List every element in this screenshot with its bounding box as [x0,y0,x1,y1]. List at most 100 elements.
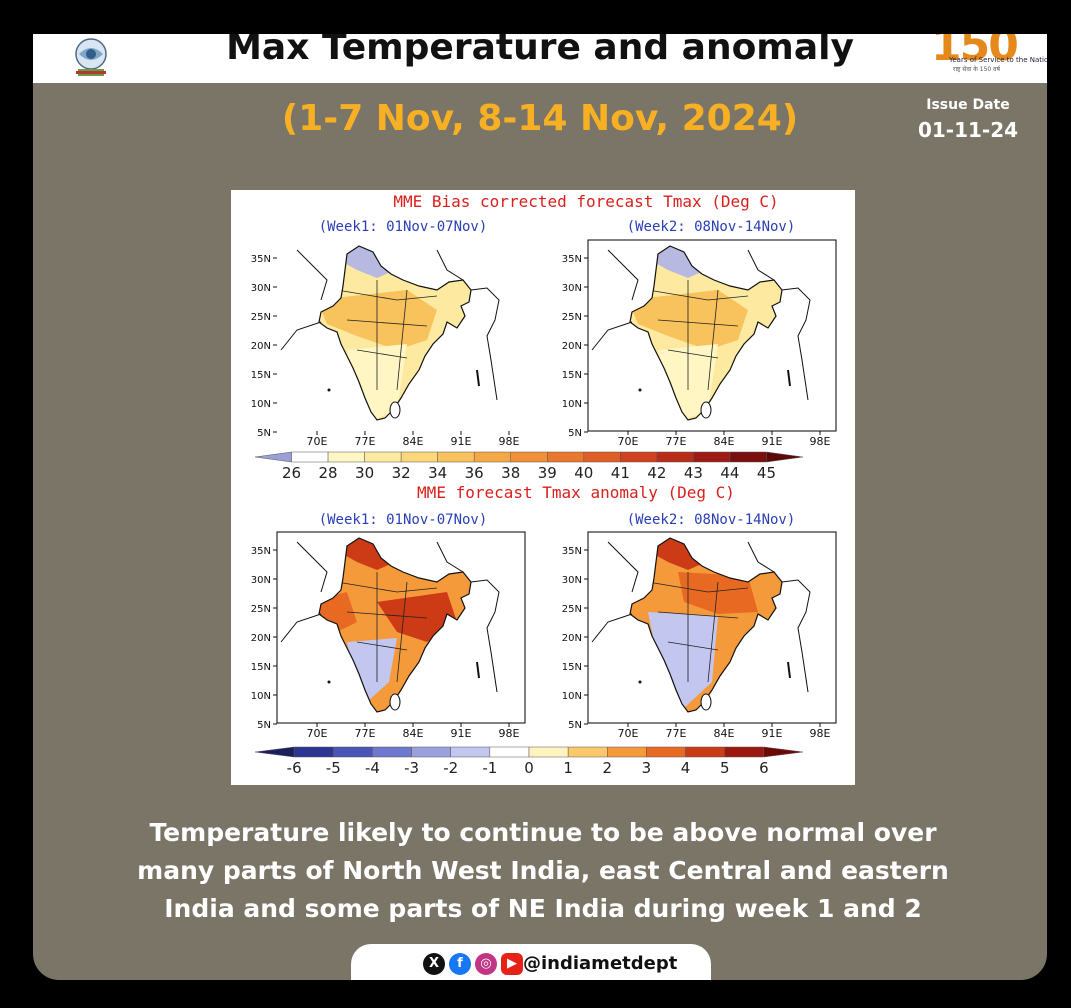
lat-tick-label: 5N [568,428,582,439]
lat-tick-label: 20N [251,633,271,644]
lat-tick-label: 25N [562,312,582,323]
anomaly-colorbar-swatch [450,746,491,758]
map-anom-week1 [276,531,526,724]
tmax-colorbar-swatch [327,451,365,463]
header-bar: Max Temperature and anomaly 150 Years of… [33,34,1047,83]
cool-anomaly-peninsula [648,612,718,708]
state-boundaries [336,572,438,683]
india-outline [318,245,472,421]
india-outline [318,537,472,713]
anomaly-colorbar-label: -3 [404,759,419,777]
neighbour-borders [591,249,811,401]
sri-lanka [700,693,712,711]
lon-tick-label: 84E [714,435,735,448]
lat-tick-label: 35N [562,254,582,265]
lon-tick-label: 91E [451,435,472,448]
forecast-figure: MME Bias corrected forecast Tmax (Deg C)… [231,190,855,785]
lat-tick-label: 15N [562,370,582,381]
anomaly-colorbar-swatch [607,746,647,758]
tmax-colorbar-label: 42 [647,464,666,482]
lat-tick-label: 5N [257,428,271,439]
anniversary-mark: 150 [931,34,1019,71]
lat-tick-label: 15N [251,662,271,673]
x-icon[interactable]: X [423,953,445,975]
lon-tick-label: 77E [666,727,687,740]
tmax-colorbar-swatch [693,451,731,463]
lat-tick-label: 30N [562,575,582,586]
lat-tick-label: 25N [251,604,271,615]
lat-tick-label: 10N [251,691,271,702]
hot-anomaly-central [678,572,758,614]
anomaly-colorbar-label: -4 [365,759,380,777]
lat-tick-label: 35N [251,546,271,557]
lat-tick-label: 15N [562,662,582,673]
anomaly-colorbar-swatch [685,746,725,758]
tmax-colorbar-swatch [656,451,694,463]
sri-lanka [389,693,401,711]
social-handle[interactable]: @indiametdept [523,953,678,974]
forecast-description: Temperature likely to continue to be abo… [113,814,973,928]
anomaly-colorbar-swatch [724,746,765,758]
lat-tick-label: 15N [251,370,271,381]
india-outline [629,245,783,421]
bottom-week1-label: (Week1: 01Nov-07Nov) [319,512,488,528]
anomaly-colorbar-label: 4 [681,759,691,777]
sri-lanka [389,401,401,419]
lon-tick-label: 70E [307,435,328,448]
lon-tick-label: 98E [810,727,831,740]
lakshadweep [327,680,331,684]
anomaly-colorbar-swatch [763,746,804,758]
tmax-colorbar-swatch [400,451,438,463]
anomaly-colorbar-label: 5 [720,759,730,777]
tmax-colorbar-label: 30 [355,464,374,482]
bottom-week2-label: (Week2: 08Nov-14Nov) [627,512,796,528]
infographic-card: Max Temperature and anomaly 150 Years of… [33,34,1047,980]
tmax-colorbar-label: 28 [319,464,338,482]
tmax-colorbar-label: 43 [684,464,703,482]
lat-tick-label: 35N [562,546,582,557]
instagram-icon[interactable]: ◎ [475,953,497,975]
anomaly-colorbar-swatch [254,746,295,758]
top-week2-label: (Week2: 08Nov-14Nov) [627,219,796,235]
lat-tick-label: 5N [568,720,582,731]
cool-anomaly-south [347,638,397,702]
lon-tick-label: 98E [499,435,520,448]
andaman-islands [787,661,791,679]
bottom-panel-title: MME forecast Tmax anomaly (Deg C) [417,483,735,502]
tmax-colorbar-label: 32 [392,464,411,482]
lon-tick-label: 77E [666,435,687,448]
map-tmax-week2 [587,239,837,432]
tmax-colorbar-swatch [437,451,475,463]
lakshadweep [638,388,642,392]
tmax-colorbar-label: 45 [757,464,776,482]
anomaly-colorbar-label: 0 [524,759,534,777]
tmax-colorbar-swatch [583,451,621,463]
neighbour-borders [280,541,500,693]
anomaly-colorbar-label: 1 [563,759,573,777]
lon-tick-label: 91E [762,727,783,740]
lat-tick-label: 10N [562,691,582,702]
issue-date-label: Issue Date [926,97,1010,113]
lon-tick-label: 70E [618,435,639,448]
lat-tick-label: 10N [562,399,582,410]
tmax-colorbar-swatch [510,451,548,463]
anomaly-colorbar-swatch [567,746,608,758]
neighbour-borders [591,541,811,693]
anomaly-colorbar-label: 3 [642,759,652,777]
tmax-colorbar-label: 40 [574,464,593,482]
lat-tick-label: 20N [251,341,271,352]
anomaly-colorbar-swatch [489,746,530,758]
description-line-3: India and some parts of NE India during … [164,894,922,923]
facebook-icon[interactable]: f [449,953,471,975]
page-title: Max Temperature and anomaly [226,34,854,68]
sri-lanka [700,401,712,419]
issue-date-value: 01-11-24 [917,118,1019,142]
tmax-colorbar-swatch [473,451,511,463]
tmax-colorbar-swatch [364,451,402,463]
anomaly-colorbar-swatch [411,746,451,758]
youtube-icon[interactable]: ▶ [501,953,523,975]
anomaly-colorbar-swatch [528,746,569,758]
lon-tick-label: 84E [403,727,424,740]
lat-tick-label: 25N [562,604,582,615]
lat-tick-label: 25N [251,312,271,323]
